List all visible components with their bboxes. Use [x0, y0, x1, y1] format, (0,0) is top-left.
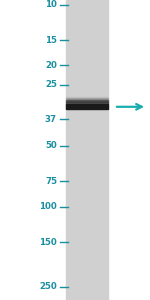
Bar — [66, 102, 108, 104]
Text: 250: 250 — [39, 283, 57, 292]
Text: 100: 100 — [39, 202, 57, 211]
Bar — [66, 99, 108, 100]
Bar — [66, 100, 108, 101]
Bar — [66, 100, 108, 102]
Bar — [66, 96, 108, 97]
Text: 20: 20 — [45, 61, 57, 70]
Bar — [66, 98, 108, 99]
Bar — [66, 101, 108, 103]
Text: 150: 150 — [39, 238, 57, 247]
Text: 15: 15 — [45, 36, 57, 45]
Text: 10: 10 — [45, 0, 57, 9]
Text: 50: 50 — [45, 141, 57, 150]
Text: 75: 75 — [45, 177, 57, 186]
Text: 37: 37 — [45, 115, 57, 124]
Bar — [66, 103, 108, 109]
Text: 25: 25 — [45, 80, 57, 89]
Bar — [66, 0, 108, 300]
Bar — [66, 97, 108, 98]
